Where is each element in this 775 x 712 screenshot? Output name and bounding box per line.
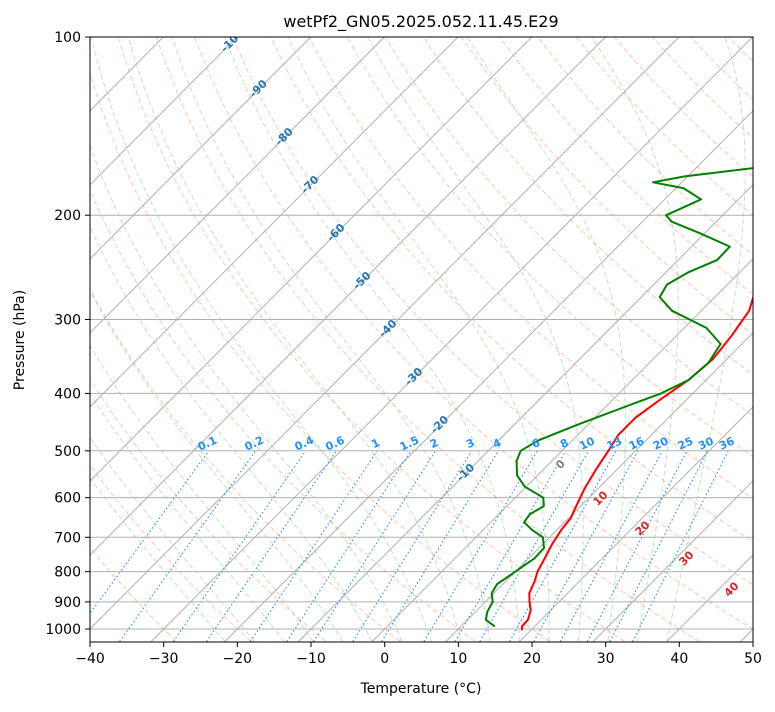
x-tick-label: 0 (380, 651, 389, 667)
y-tick-label: 200 (54, 208, 81, 224)
y-axis-ticks: 100 200 300 400 500 600 700 800 900 1000 (45, 30, 90, 638)
mixing-ratio-line (534, 451, 638, 642)
moist-adiabat (7, 37, 343, 642)
dry-adiabat (378, 24, 775, 642)
x-tick-label: 40 (670, 651, 688, 667)
mixing-ratio-line (206, 451, 336, 642)
dry-adiabat (0, 24, 251, 642)
y-tick-label: 300 (54, 312, 81, 328)
mixing-ratio-label: 16 (627, 434, 647, 452)
isotherm (360, 10, 775, 654)
moist-adiabat (91, 37, 431, 642)
mixing-ratio-line (287, 451, 411, 642)
y-tick-label: 700 (54, 530, 81, 546)
y-tick-label: 1000 (45, 622, 81, 638)
dry-adiabat (2, 24, 401, 642)
y-tick-label: 800 (54, 565, 81, 581)
dry-adiabat (115, 24, 625, 642)
dry-adiabat (716, 24, 775, 642)
y-tick-label: 400 (54, 386, 81, 402)
moist-adiabat (592, 37, 679, 642)
y-tick-label: 500 (54, 444, 81, 460)
mixing-ratio-label: 36 (717, 434, 737, 452)
moist-adiabat (224, 37, 519, 642)
isotherm-label: 40 (722, 579, 742, 599)
isotherm (0, 10, 411, 654)
isotherm (287, 10, 775, 654)
dewpoint-line (486, 37, 775, 626)
mixing-ratio-label: 10 (577, 434, 597, 452)
isotherm (655, 10, 775, 654)
mixing-ratio-label: 13 (605, 434, 624, 452)
moist-adiabat (288, 37, 549, 642)
isotherm-label: -100 (218, 26, 247, 55)
x-axis-ticks: −40 −30 −20 −10 0 10 20 30 40 50 (75, 642, 762, 667)
mixing-ratio-label: 2 (428, 436, 440, 451)
moist-adiabat (172, 37, 490, 642)
x-tick-label: 50 (744, 651, 762, 667)
dry-adiabat (754, 24, 775, 642)
isotherm-label: 30 (677, 548, 697, 568)
y-axis-label: Pressure (hPa) (12, 290, 28, 390)
mixing-ratio-label: 1 (369, 436, 381, 451)
x-tick-label: 10 (449, 651, 467, 667)
dry-adiabat (415, 24, 775, 642)
dry-adiabat (77, 24, 550, 642)
isotherm-label: -50 (350, 269, 373, 292)
temperature-line (522, 37, 775, 630)
mixing-ratio-label: 25 (676, 435, 695, 453)
dry-adiabat (679, 24, 775, 642)
isotherm-label: -40 (376, 317, 399, 340)
moist-adiabat (667, 37, 745, 642)
moist-adiabat (368, 37, 583, 642)
isotherm-label: 0 (553, 457, 568, 472)
dry-adiabat (152, 24, 699, 642)
x-tick-label: −30 (149, 651, 179, 667)
dry-adiabat (566, 24, 775, 642)
chart-title: wetPf2_GN05.2025.052.11.45.E29 (283, 12, 558, 32)
mixing-ratio-label: 6 (530, 436, 543, 451)
pressure-grid (90, 37, 753, 629)
x-tick-label: 20 (523, 651, 541, 667)
y-tick-label: 600 (54, 491, 81, 507)
mixing-ratio-line (587, 451, 687, 642)
isotherm-label: -20 (428, 413, 451, 436)
mixing-ratio-line (250, 451, 377, 642)
dry-adiabat (491, 24, 775, 642)
mixing-ratio-line (314, 451, 436, 642)
mixing-ratio-label: 4 (491, 436, 504, 451)
moist-adiabat (0, 37, 254, 642)
y-tick-label: 100 (54, 30, 81, 46)
isotherm-label: 20 (633, 518, 653, 538)
mixing-ratio-label: 30 (696, 434, 716, 452)
mixing-ratio-line (610, 451, 708, 642)
isotherm-label: -60 (324, 221, 347, 244)
moist-adiabat (32, 37, 373, 642)
isotherm (0, 10, 338, 654)
isotherm-label: -30 (402, 365, 425, 388)
dry-adiabat (453, 24, 775, 642)
x-tick-label: −40 (75, 651, 105, 667)
x-tick-label: −10 (296, 651, 326, 667)
x-axis-label: Temperature (°C) (360, 681, 482, 697)
dry-adiabat (528, 24, 775, 642)
dry-adiabat (227, 24, 775, 642)
y-tick-label: 900 (54, 595, 81, 611)
dry-adiabat (641, 24, 775, 642)
isotherm-label: -80 (273, 125, 296, 148)
x-tick-label: −20 (223, 651, 253, 667)
x-tick-label: 30 (597, 651, 615, 667)
isotherm (0, 10, 485, 654)
